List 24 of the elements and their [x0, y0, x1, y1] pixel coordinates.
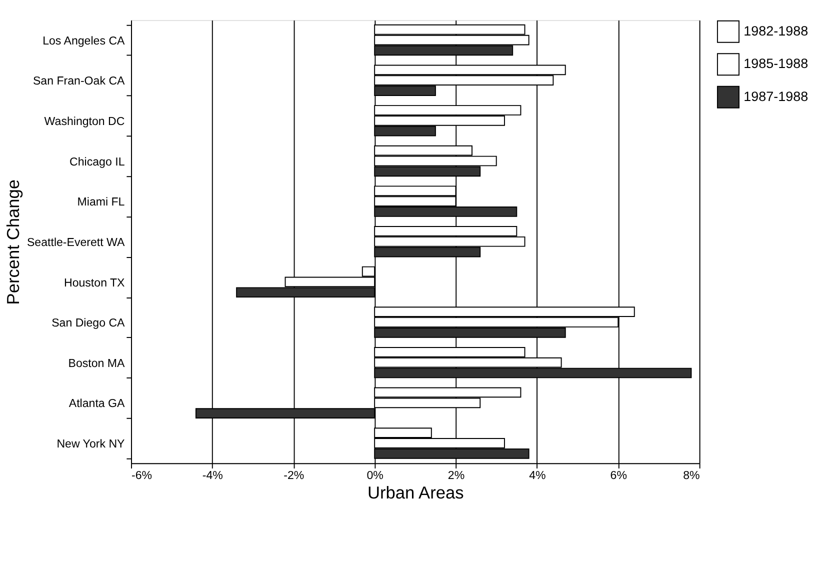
x-tick-label: -6% [131, 470, 152, 482]
x-axis-title: Urban Areas [367, 482, 464, 502]
legend-label: 1985-1988 [744, 56, 808, 72]
x-tick-label: 6% [610, 470, 627, 482]
x-tick-label: -2% [284, 470, 304, 482]
y-tick-label: Boston MA [68, 358, 126, 370]
y-axis-title: Percent Change [3, 179, 24, 305]
legend-label: 1987-1988 [744, 88, 808, 104]
x-tick-label: -4% [202, 470, 223, 482]
y-tick-label: Washington DC [44, 116, 125, 128]
legend-label: 1982-1988 [744, 23, 808, 38]
y-tick-label: Miami FL [77, 196, 126, 209]
y-tick-label: San Diego CA [52, 318, 126, 330]
y-tick-label: Chicago IL [70, 156, 126, 168]
y-tick-label: New York NY [56, 438, 126, 451]
y-tick-label: Seattle-Everett WA [26, 236, 126, 249]
y-tick-label: Los Angeles CA [42, 35, 126, 48]
x-tick-label: 4% [529, 470, 546, 482]
x-tick-label: 0% [366, 470, 384, 482]
y-tick-label: San Fran-Oak CA [32, 76, 126, 88]
x-tick-label: 2% [448, 470, 465, 482]
y-tick-label: Houston TX [64, 277, 126, 290]
x-tick-label: 8% [683, 470, 700, 482]
y-tick-label: Atlanta GA [68, 398, 126, 410]
